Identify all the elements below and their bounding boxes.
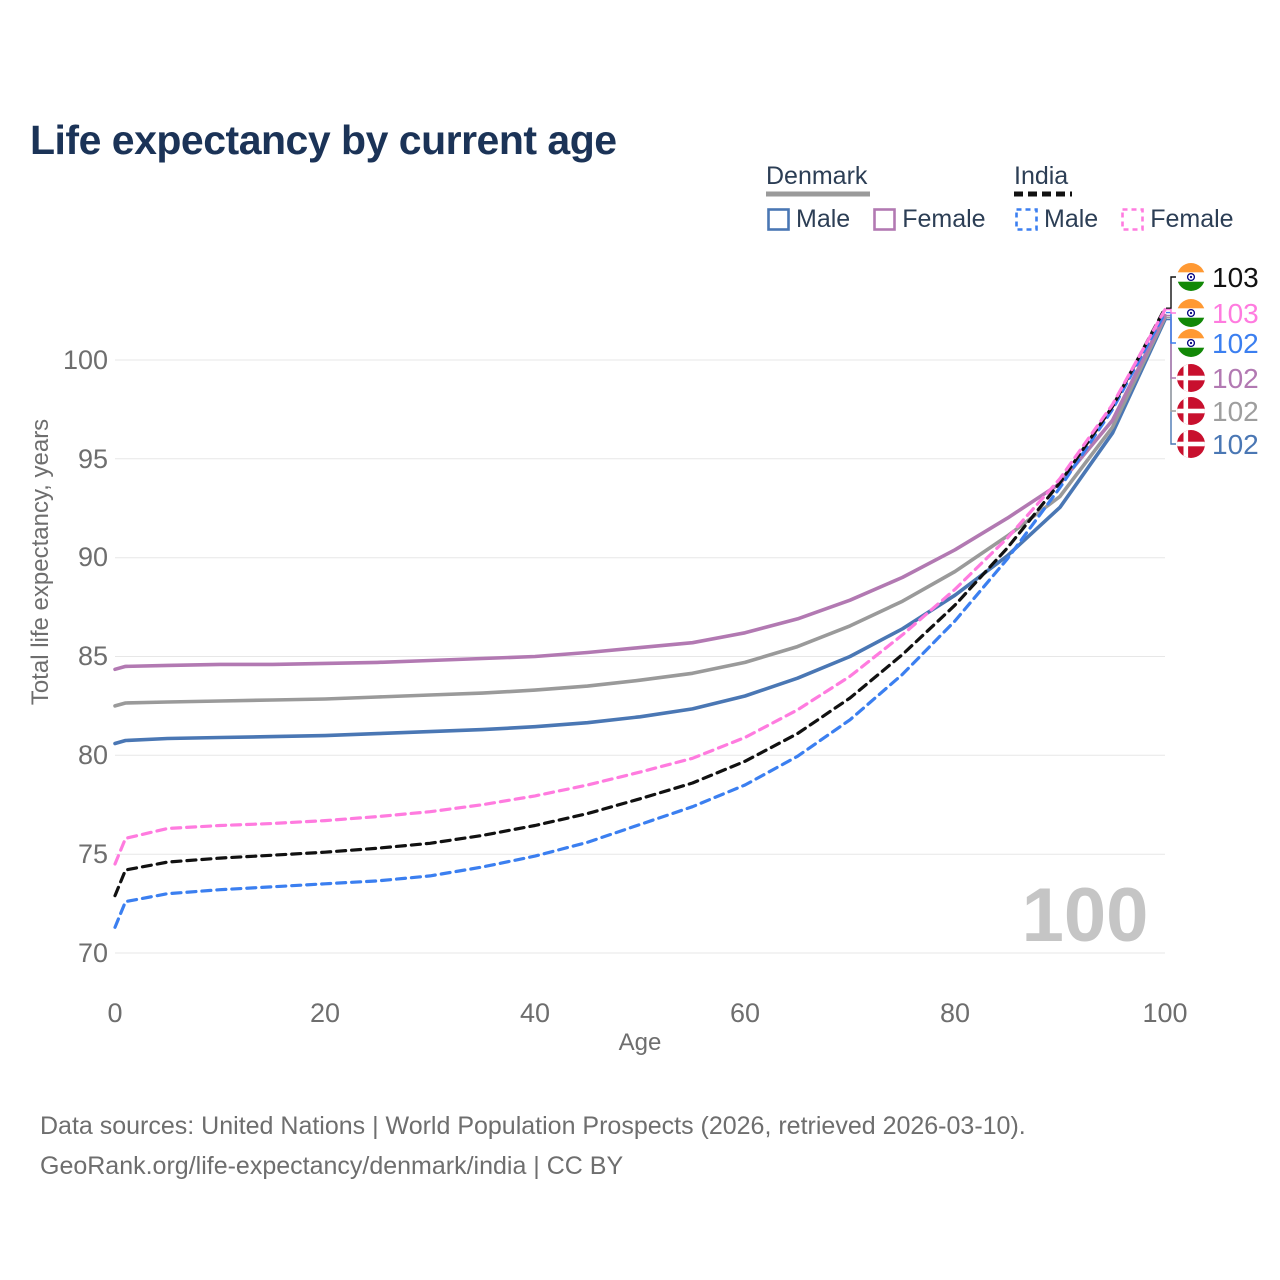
legend-group-india: India Male Female (1014, 162, 1234, 234)
legend-item-label: Male (796, 205, 851, 233)
line-india-total[interactable] (113, 306, 1167, 898)
legend-group-denmark: Denmark Male Female (766, 162, 986, 234)
label-connector-denmark-female (1166, 314, 1176, 379)
y-tick: 90 (78, 542, 108, 572)
denmark-flag-icon (1177, 364, 1205, 392)
line-india-male[interactable] (113, 311, 1167, 929)
end-label-denmark-total: 102 (1212, 396, 1259, 427)
x-axis-ticks: 0 20 40 60 80 100 (107, 998, 1187, 1028)
label-connector-india-female (1166, 308, 1176, 314)
legend-item-india-male[interactable]: Male (1014, 204, 1098, 234)
y-tick: 80 (78, 740, 108, 770)
legend-item-india-female[interactable]: Female (1120, 204, 1234, 234)
x-tick: 80 (940, 998, 970, 1028)
source-url-and-license: GeoRank.org/life-expectancy/denmark/indi… (40, 1152, 624, 1180)
y-tick: 95 (78, 444, 108, 474)
india-flag-icon (1177, 329, 1205, 357)
denmark-solid-underline (766, 191, 870, 197)
current-age-watermark: 100 (1022, 873, 1149, 958)
legend-item-denmark-male[interactable]: Male (766, 204, 850, 234)
end-label-connectors (1166, 276, 1176, 445)
legend-item-label: Female (902, 205, 986, 233)
line-denmark-total[interactable] (113, 315, 1167, 708)
label-connector-india-total (1166, 276, 1176, 309)
denmark-flag-icon (1177, 397, 1205, 425)
x-tick: 40 (520, 998, 550, 1028)
y-tick: 100 (63, 345, 108, 375)
y-axis-ticks: 70 75 80 85 90 95 100 (63, 345, 108, 968)
legend-item-label: Male (1044, 205, 1099, 233)
india-dashed-underline (1014, 191, 1072, 197)
series-curves (113, 306, 1167, 929)
line-india-female[interactable] (113, 308, 1167, 866)
dashed-line-swatch-icon (1121, 207, 1144, 231)
x-tick: 0 (107, 998, 122, 1028)
solid-line-swatch-icon (767, 207, 790, 231)
legend-country-denmark[interactable]: Denmark (766, 162, 868, 190)
line-denmark-female[interactable] (113, 313, 1167, 672)
x-axis-title: Age (619, 1029, 662, 1056)
end-label-denmark-female: 102 (1212, 363, 1259, 394)
end-label-india-female: 103 (1212, 298, 1259, 329)
end-labels: 103 103 102 (1177, 262, 1259, 460)
india-flag-icon (1177, 299, 1205, 327)
india-flag-icon (1177, 263, 1205, 291)
end-label-denmark-male: 102 (1212, 429, 1259, 460)
dashed-line-swatch-icon (1015, 207, 1038, 231)
label-connector-india-male (1166, 311, 1176, 344)
page-title: Life expectancy by current age (30, 117, 617, 164)
legend-item-label: Female (1150, 205, 1234, 233)
y-tick: 75 (78, 839, 108, 869)
legend-item-denmark-female[interactable]: Female (872, 204, 986, 234)
data-sources-note: Data sources: United Nations | World Pop… (40, 1112, 1026, 1140)
x-tick: 100 (1142, 998, 1187, 1028)
legend-country-india[interactable]: India (1014, 162, 1069, 190)
y-axis-title: Total life expectancy, years (27, 419, 54, 705)
footer: Data sources: United Nations | World Pop… (40, 1106, 1026, 1186)
x-tick: 20 (310, 998, 340, 1028)
y-tick: 85 (78, 641, 108, 671)
end-label-india-total: 103 (1212, 262, 1259, 293)
denmark-flag-icon (1177, 430, 1205, 458)
solid-line-swatch-icon (873, 207, 896, 231)
end-label-india-male: 102 (1212, 328, 1259, 359)
gridlines (115, 359, 1165, 954)
x-tick: 60 (730, 998, 760, 1028)
y-tick: 70 (78, 938, 108, 968)
